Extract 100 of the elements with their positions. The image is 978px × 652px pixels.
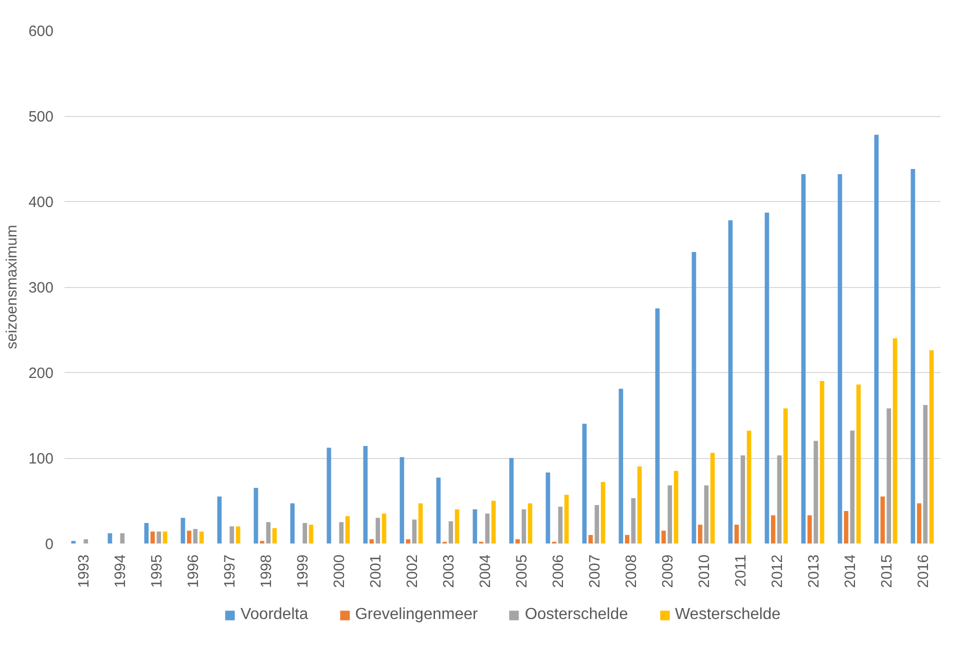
bar: [923, 404, 928, 544]
bar: [801, 174, 806, 544]
bar: [807, 515, 812, 544]
bar: [418, 503, 423, 544]
x-tick-label: 2016: [914, 554, 932, 588]
bar: [186, 530, 192, 544]
x-tick-label: 1994: [112, 554, 129, 588]
x-tick-label: 2005: [513, 554, 530, 588]
y-tick-label: 400: [28, 194, 54, 211]
bar: [874, 134, 879, 544]
bar: [436, 478, 441, 544]
bar: [290, 503, 295, 544]
bar: [582, 424, 587, 544]
x-tick-label: 2008: [622, 554, 640, 588]
bar: [814, 440, 818, 544]
bar: [339, 522, 344, 544]
bar: [916, 503, 922, 544]
bar: [272, 528, 277, 544]
bar: [260, 540, 264, 544]
x-tick-label: 2015: [878, 554, 896, 588]
x-tick-label: 2001: [367, 554, 384, 588]
bar: [740, 455, 746, 544]
bar: [624, 534, 630, 544]
bar: [345, 516, 350, 544]
bar: [150, 532, 155, 544]
bar: [856, 384, 861, 544]
bar: [698, 524, 702, 544]
x-tick-label: 1996: [184, 554, 202, 588]
x-tick-label: 2009: [659, 554, 676, 588]
bar: [710, 452, 715, 544]
bar: [734, 524, 739, 544]
legend-label: Voordelta: [240, 606, 308, 624]
x-tick-label: 1999: [294, 554, 312, 588]
x-tick-label: 2002: [404, 554, 421, 588]
bar: [546, 472, 550, 544]
bar: [236, 526, 240, 544]
x-tick-label: 2007: [586, 554, 604, 588]
x-tick-label: 2000: [330, 554, 348, 588]
bar: [631, 498, 636, 544]
bar: [376, 518, 380, 544]
bar: [193, 528, 198, 544]
x-tick-label: 2011: [732, 554, 750, 587]
bar: [770, 515, 776, 544]
bar: [886, 408, 892, 544]
bar: [156, 532, 162, 544]
bar: [661, 530, 666, 544]
x-tick-label: 1993: [75, 554, 92, 588]
bar: [382, 514, 386, 544]
y-tick-label: 0: [45, 536, 54, 553]
bar: [509, 458, 514, 544]
x-tick-label: 2010: [696, 554, 713, 588]
bar: [728, 220, 733, 544]
x-tick-label: 2012: [768, 554, 786, 588]
bar: [217, 496, 222, 544]
bar: [412, 520, 417, 544]
bar: [850, 430, 855, 544]
y-tick-label: 500: [28, 108, 54, 126]
y-tick-label: 200: [28, 365, 54, 382]
x-tick-label: 1995: [148, 554, 166, 588]
x-tick-label: 2003: [440, 554, 458, 588]
bar: [777, 455, 782, 544]
bar: [522, 509, 526, 544]
y-tick-label: 600: [28, 23, 54, 40]
bar: [528, 503, 532, 544]
bar: [783, 408, 788, 544]
bar: [600, 482, 606, 544]
bar: [491, 500, 496, 544]
bar: [266, 522, 271, 544]
bar: [472, 509, 478, 544]
bar: [588, 534, 593, 544]
bar: [180, 518, 186, 544]
x-tick-label: 1998: [258, 554, 275, 588]
bar: [84, 539, 88, 544]
bar: [692, 252, 696, 544]
legend-label: Grevelingenmeer: [355, 606, 478, 624]
x-tick-label: 1997: [221, 554, 238, 588]
y-tick-label: 300: [28, 280, 54, 296]
bar: [618, 388, 624, 544]
bar: [820, 381, 824, 544]
bar: [892, 338, 898, 544]
bar: [162, 532, 168, 544]
bar: [594, 505, 600, 544]
x-tick-label: 2004: [476, 554, 494, 588]
bar: [308, 524, 314, 544]
bar: [844, 511, 848, 544]
bar: [302, 522, 308, 544]
bar: [704, 485, 709, 544]
bar: [406, 539, 410, 544]
legend-label: Westerschelde: [674, 606, 781, 624]
bar: [564, 494, 569, 544]
x-tick-label: 2014: [842, 554, 859, 588]
bar: [746, 430, 752, 544]
x-tick-label: 2006: [550, 554, 567, 588]
bar: [485, 514, 490, 544]
bar: [668, 485, 672, 544]
bar: [363, 446, 368, 544]
bar: [199, 532, 204, 544]
bar: [558, 506, 563, 544]
bar: [230, 526, 234, 544]
y-tick-label: 100: [28, 450, 54, 468]
